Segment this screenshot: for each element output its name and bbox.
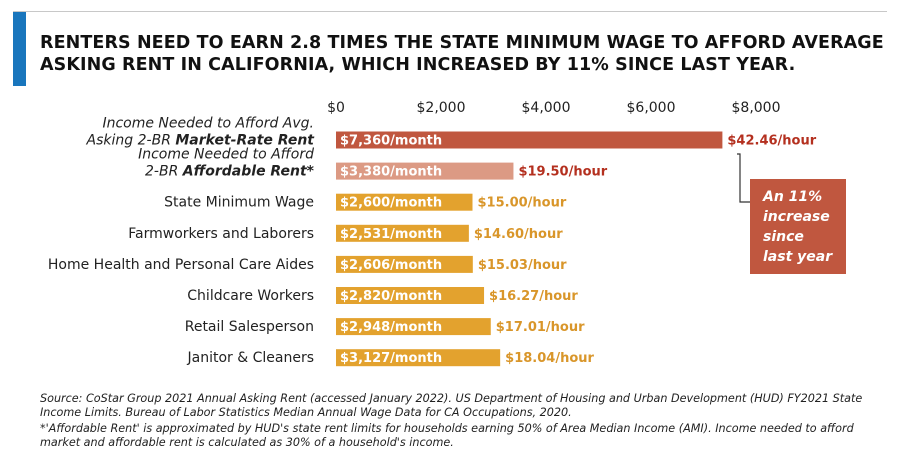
source-text: Source: CoStar Group 2021 Annual Asking … <box>40 392 863 419</box>
category-label: Income Needed to Afford Avg. <box>102 116 314 132</box>
category-label: Childcare Workers <box>187 288 314 304</box>
hourly-wage-label: $17.01/hour <box>496 320 585 335</box>
bar <box>336 255 473 273</box>
hourly-wage-label: $15.00/hour <box>478 196 567 211</box>
hourly-wage-label: $15.03/hour <box>478 258 567 273</box>
bar-value-label: $3,380/month <box>340 165 442 180</box>
x-tick-label: $2,000 <box>417 100 466 116</box>
hourly-wage-label: $16.27/hour <box>489 289 578 304</box>
top-rule <box>13 11 887 12</box>
source-notes: Source: CoStar Group 2021 Annual Asking … <box>40 392 890 452</box>
bar <box>336 318 491 336</box>
hourly-wage-label: $18.04/hour <box>505 351 594 366</box>
x-tick-label: $8,000 <box>732 100 781 116</box>
bar-value-label: $2,820/month <box>340 289 442 304</box>
increase-callout: An 11% increase since last year <box>750 179 846 274</box>
chart-title: RENTERS NEED TO EARN 2.8 TIMES THE STATE… <box>40 32 884 76</box>
bar-value-label: $3,127/month <box>340 351 442 366</box>
callout-connector <box>737 153 750 203</box>
bar <box>336 193 473 211</box>
title-line-1: RENTERS NEED TO EARN 2.8 TIMES THE STATE… <box>40 33 884 53</box>
x-tick-label: $0 <box>327 100 345 116</box>
title-line-2: ASKING RENT IN CALIFORNIA, WHICH INCREAS… <box>40 55 796 75</box>
x-tick-label: $6,000 <box>627 100 676 116</box>
bar-value-label: $2,606/month <box>340 258 442 273</box>
title-accent-bar <box>13 12 26 86</box>
category-label: Asking 2-BR Market-Rate Rent <box>86 133 316 149</box>
category-label: Janitor & Cleaners <box>187 350 315 366</box>
hourly-wage-label: $14.60/hour <box>474 227 563 242</box>
category-label: Farmworkers and Laborers <box>128 226 314 242</box>
category-label: Retail Salesperson <box>185 319 314 335</box>
category-label: Home Health and Personal Care Aides <box>48 257 314 273</box>
bar-value-label: $7,360/month <box>340 134 442 149</box>
bar <box>336 287 485 304</box>
bar <box>336 349 501 367</box>
bar <box>336 162 514 180</box>
hourly-wage-label: $19.50/hour <box>518 165 607 180</box>
bar-value-label: $2,600/month <box>340 196 442 211</box>
footnote-text: *'Affordable Rent' is approximated by HU… <box>40 422 854 449</box>
category-label: 2-BR Affordable Rent* <box>145 164 315 180</box>
bar <box>336 224 469 242</box>
hourly-wage-label: $42.46/hour <box>727 134 816 149</box>
category-label: State Minimum Wage <box>164 195 314 211</box>
category-label: Income Needed to Afford <box>138 147 314 163</box>
x-tick-label: $4,000 <box>522 100 571 116</box>
bar-value-label: $2,948/month <box>340 320 442 335</box>
bar-value-label: $2,531/month <box>340 227 442 242</box>
bar <box>336 131 723 149</box>
